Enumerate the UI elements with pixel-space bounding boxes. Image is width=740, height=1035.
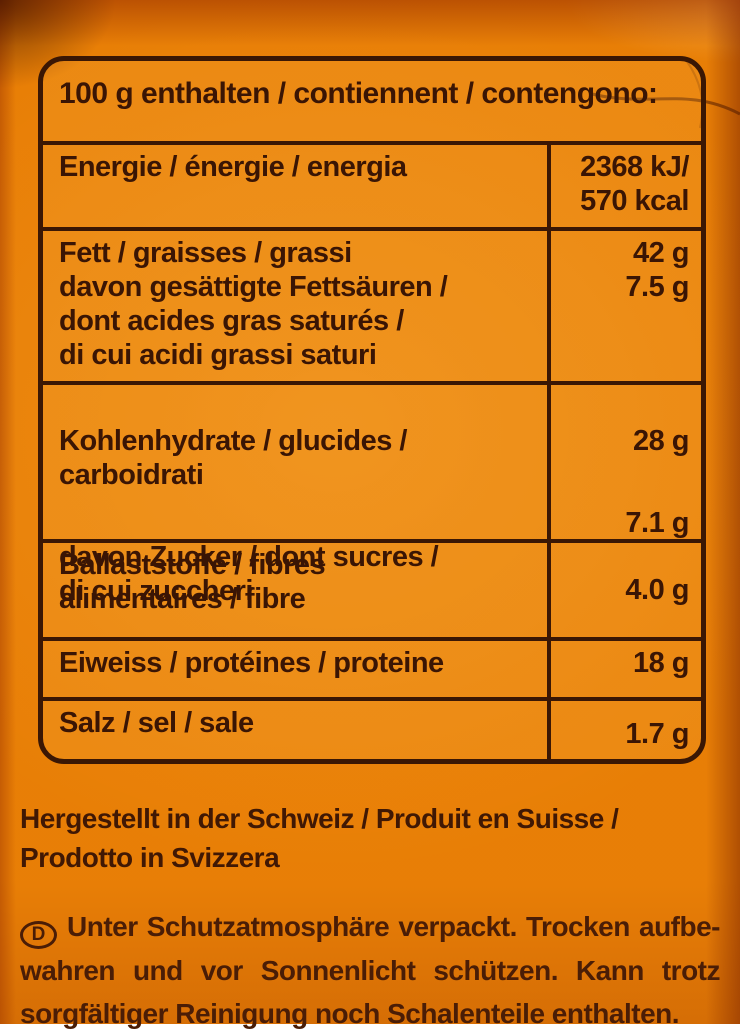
circled-d-icon: D [20, 920, 57, 949]
fat-values: 42 g 7.5 g [547, 231, 701, 381]
table-row-fat: Fett / graisses / grassi davon gesättigt… [43, 231, 701, 385]
salt-label: Salz / sel / sale [59, 707, 254, 739]
table-row-carbohydrates: Kohlenhydrate / glucides / carboidrati d… [43, 385, 701, 607]
energy-label: Energie / énergie / energia [59, 151, 407, 183]
sugars-value: 7.1 g [625, 507, 689, 539]
table-row-protein: Eiweiss / protéines / proteine 18 g [43, 641, 701, 701]
table-row-fibre: Ballaststoffe / fibres alimentaires / fi… [43, 543, 701, 641]
storage-line-2: wahren und vor Sonnenlicht schützen. Kan… [20, 954, 721, 986]
fibre-value: 4.0 g [547, 543, 701, 637]
country-of-origin-text: Hergestellt in der Schweiz / Produit en … [20, 803, 619, 873]
energy-value: 2368 kJ/ 570 kcal [547, 145, 701, 227]
nutrition-table-header: 100 g enthalten / contiennent / contengo… [43, 61, 701, 145]
nutrition-table: 100 g enthalten / contiennent / contengo… [38, 56, 706, 764]
protein-value: 18 g [547, 641, 701, 697]
carbohydrates-label-sugars: davon Zucker / dont sucres / di cui zucc… [59, 541, 439, 607]
storage-line-1: D Unter Schutzatmosphäre verpackt. Trocke… [20, 905, 721, 949]
table-row-energy: Energie / énergie / energia 2368 kJ/ 570… [43, 145, 701, 231]
table-row-salt: Salz / sel / sale 1.7 g [43, 701, 701, 759]
storage-instructions: D Unter Schutzatmosphäre verpackt. Trocke… [20, 905, 721, 1035]
fat-label: Fett / graisses / grassi davon gesättigt… [59, 237, 448, 371]
carbohydrates-label: Kohlenhydrate / glucides / carboidrati d… [43, 385, 547, 607]
fibre-label: Ballaststoffe / fibres alimentaires / fi… [59, 549, 326, 615]
carbohydrates-values: 28 g 7.1 g [547, 385, 701, 539]
carbohydrates-label-main: Kohlenhydrate / glucides / carboidrati [59, 425, 407, 491]
storage-line-1-text: Unter Schutzatmosphäre verpackt. Trocken… [67, 911, 721, 942]
storage-line-3: sorgfältiger Reinigung noch Schalenteile… [20, 997, 680, 1029]
protein-label: Eiweiss / protéines / proteine [59, 647, 444, 679]
carbohydrates-value: 28 g [632, 425, 690, 457]
salt-value: 1.7 g [547, 701, 701, 759]
